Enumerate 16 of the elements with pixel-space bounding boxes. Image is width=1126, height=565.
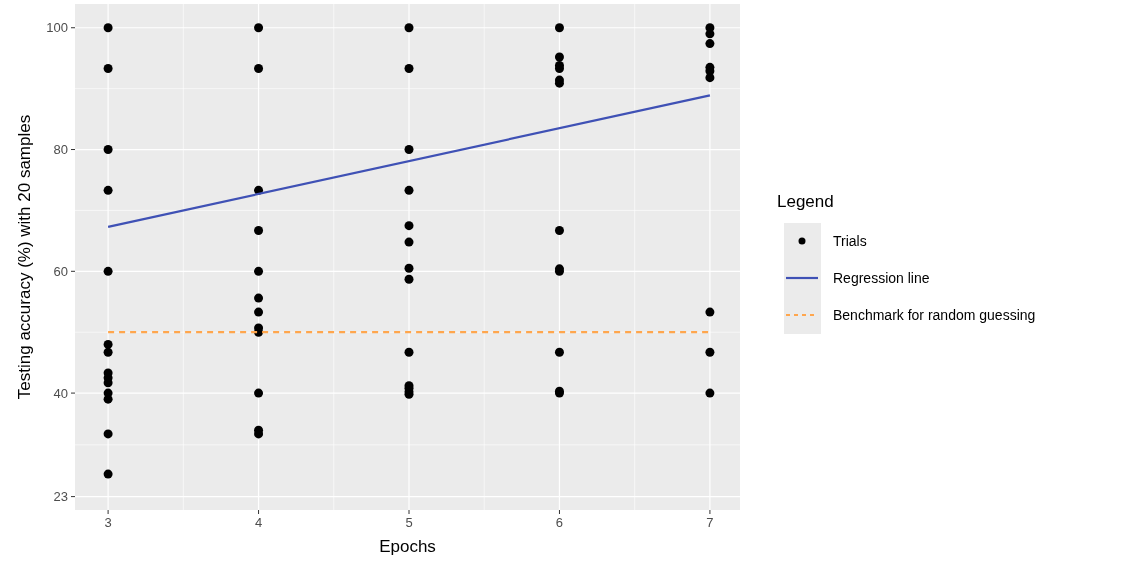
y-tick-label: 80 xyxy=(53,142,68,158)
x-axis-title: Epochs xyxy=(379,537,436,556)
legend-label: Benchmark for random guessing xyxy=(833,306,1036,323)
legend-title: Legend xyxy=(777,192,834,211)
x-tick-label: 6 xyxy=(555,515,564,530)
y-axis-title: Testing accuracy (%) with 20 samples xyxy=(15,114,34,400)
y-tick-label: 100 xyxy=(46,20,68,36)
y-tick-label: 60 xyxy=(53,263,68,279)
x-tick-label: 4 xyxy=(254,515,263,530)
x-tick-label: 3 xyxy=(104,515,112,530)
legend-label: Regression line xyxy=(833,269,930,286)
x-tick-label: 7 xyxy=(706,515,714,530)
x-tick-label: 5 xyxy=(405,515,413,530)
y-tick-label: 23 xyxy=(53,489,68,505)
legend-label: Trials xyxy=(833,232,867,249)
y-tick-label: 40 xyxy=(53,385,68,401)
